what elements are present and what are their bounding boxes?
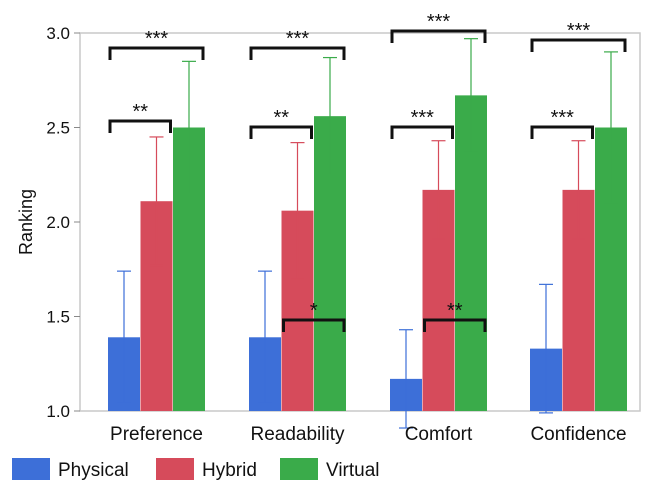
- significance-label: **: [132, 101, 148, 123]
- legend-swatch: [12, 458, 50, 480]
- significance-label: **: [273, 107, 289, 129]
- significance-bracket: [108, 46, 205, 60]
- legend-label: Virtual: [326, 460, 380, 481]
- significance-bracket: [249, 125, 313, 139]
- category-label: Confidence: [530, 424, 626, 445]
- legend-label: Physical: [58, 460, 129, 481]
- error-bars: [117, 38, 618, 429]
- significance-label: ***: [551, 107, 575, 129]
- category-label: Comfort: [405, 424, 473, 445]
- category-label: Readability: [251, 424, 345, 445]
- y-tick-label: 1.5: [46, 308, 70, 327]
- category-label: Preference: [110, 424, 203, 445]
- y-axis: 1.0 1.5 2.0 2.5 3.0: [46, 24, 80, 421]
- legend-label: Hybrid: [202, 460, 257, 481]
- significance-bracket: [390, 125, 454, 139]
- significance-bracket: [249, 46, 346, 60]
- significance-brackets: *************************: [108, 11, 627, 332]
- significance-bracket: [390, 29, 487, 43]
- significance-bracket: [423, 318, 487, 332]
- significance-label: ***: [145, 28, 169, 50]
- y-tick-label: 2.5: [46, 119, 70, 138]
- significance-bracket: [108, 119, 172, 133]
- significance-label: ***: [567, 20, 591, 42]
- significance-label: ***: [427, 11, 451, 33]
- legend-swatch: [156, 458, 194, 480]
- significance-bracket: [282, 318, 346, 332]
- significance-bracket: [530, 38, 627, 52]
- bars: [108, 95, 627, 412]
- significance-label: *: [310, 300, 318, 322]
- significance-bracket: [530, 125, 594, 139]
- y-tick-label: 1.0: [46, 402, 70, 421]
- legend: Physical Hybrid Virtual: [12, 458, 380, 481]
- y-axis-title: Ranking: [16, 189, 36, 255]
- significance-label: ***: [411, 107, 435, 129]
- category-labels: Preference Readability Comfort Confidence: [110, 424, 627, 445]
- significance-label: ***: [286, 28, 310, 50]
- y-tick-label: 2.0: [46, 213, 70, 232]
- y-tick-label: 3.0: [46, 24, 70, 43]
- significance-label: **: [447, 300, 463, 322]
- legend-swatch: [280, 458, 318, 480]
